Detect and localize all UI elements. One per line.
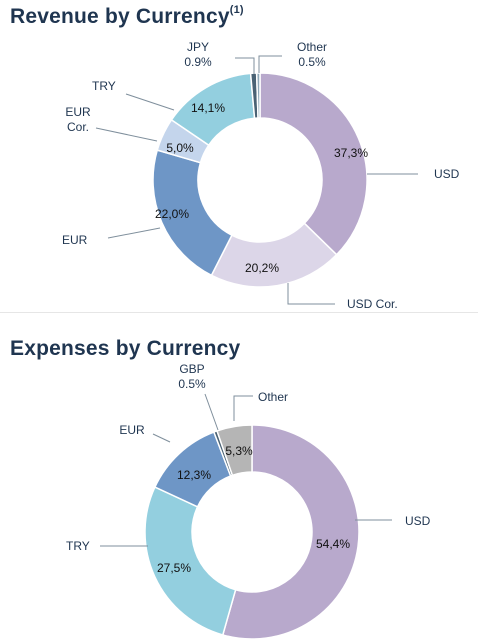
revenue-donut-chart: USD 37,3% USD Cor. 20,2% EUR 22,0% EUR Cor. 5,0%…: [62, 40, 460, 311]
revenue-value-eur: 5,0%: [166, 141, 194, 155]
revenue-leader-jpy: [235, 57, 255, 74]
revenue-value-usd: 37,3%: [334, 146, 368, 160]
expenses-label-eur: EUR: [119, 423, 145, 437]
revenue-label-eur: EUR Cor.: [65, 105, 91, 134]
revenue-slice-usd: [259, 72, 368, 256]
expenses-label-try: TRY: [66, 539, 90, 553]
expenses-slice-usd: [221, 424, 360, 640]
revenue-value-try: 14,1%: [191, 101, 225, 115]
revenue-leader-other: [258, 55, 282, 73]
expenses-value-eur: 12,3%: [177, 468, 211, 482]
revenue-title-footnote: (1): [229, 4, 244, 16]
revenue-label-jpy: JPY 0.9%: [184, 40, 212, 69]
revenue-title-text: Revenue by Currency: [10, 5, 230, 28]
revenue-label-eur: EUR: [62, 233, 88, 247]
section-divider: [0, 312, 478, 313]
expenses-label-usd: USD: [405, 514, 431, 528]
expenses-value-other: 5,3%: [225, 444, 253, 458]
expenses-donut-chart: USD 54,4% TRY 27,5% EUR 12,3% GBP 0.5% Other 5,3%: [66, 362, 431, 640]
revenue-leader-try: [125, 93, 175, 111]
revenue-chart-title: Revenue by Currency(1): [10, 4, 244, 29]
expenses-leader-other: [233, 395, 253, 421]
expenses-value-try: 27,5%: [157, 561, 191, 575]
revenue-label-other: Other 0.5%: [297, 40, 327, 69]
expenses-leader-eur: [152, 433, 171, 443]
revenue-slice-other: [255, 72, 261, 119]
revenue-label-usd: USD: [434, 167, 460, 181]
revenue-label-try: TRY: [92, 79, 116, 93]
expenses-value-usd: 54,4%: [316, 537, 350, 551]
expenses-title-text: Expenses by Currency: [10, 337, 241, 360]
revenue-value-eur: 22,0%: [155, 207, 189, 221]
revenue-leader-eur: [107, 227, 161, 239]
revenue-value-usd-cor: 20,2%: [245, 261, 279, 275]
revenue-leader-eur: [95, 127, 158, 142]
expenses-slice-other: [216, 424, 253, 477]
expenses-chart-title: Expenses by Currency: [10, 337, 240, 361]
revenue-label-usd-cor: USD Cor.: [347, 297, 398, 311]
expenses-leader-gbp: [204, 393, 219, 431]
expenses-label-other: Other: [258, 390, 288, 404]
revenue-leader-usd-cor: [287, 283, 335, 305]
expenses-label-gbp: GBP 0.5%: [178, 362, 206, 391]
expenses-slice-try: [144, 486, 237, 636]
